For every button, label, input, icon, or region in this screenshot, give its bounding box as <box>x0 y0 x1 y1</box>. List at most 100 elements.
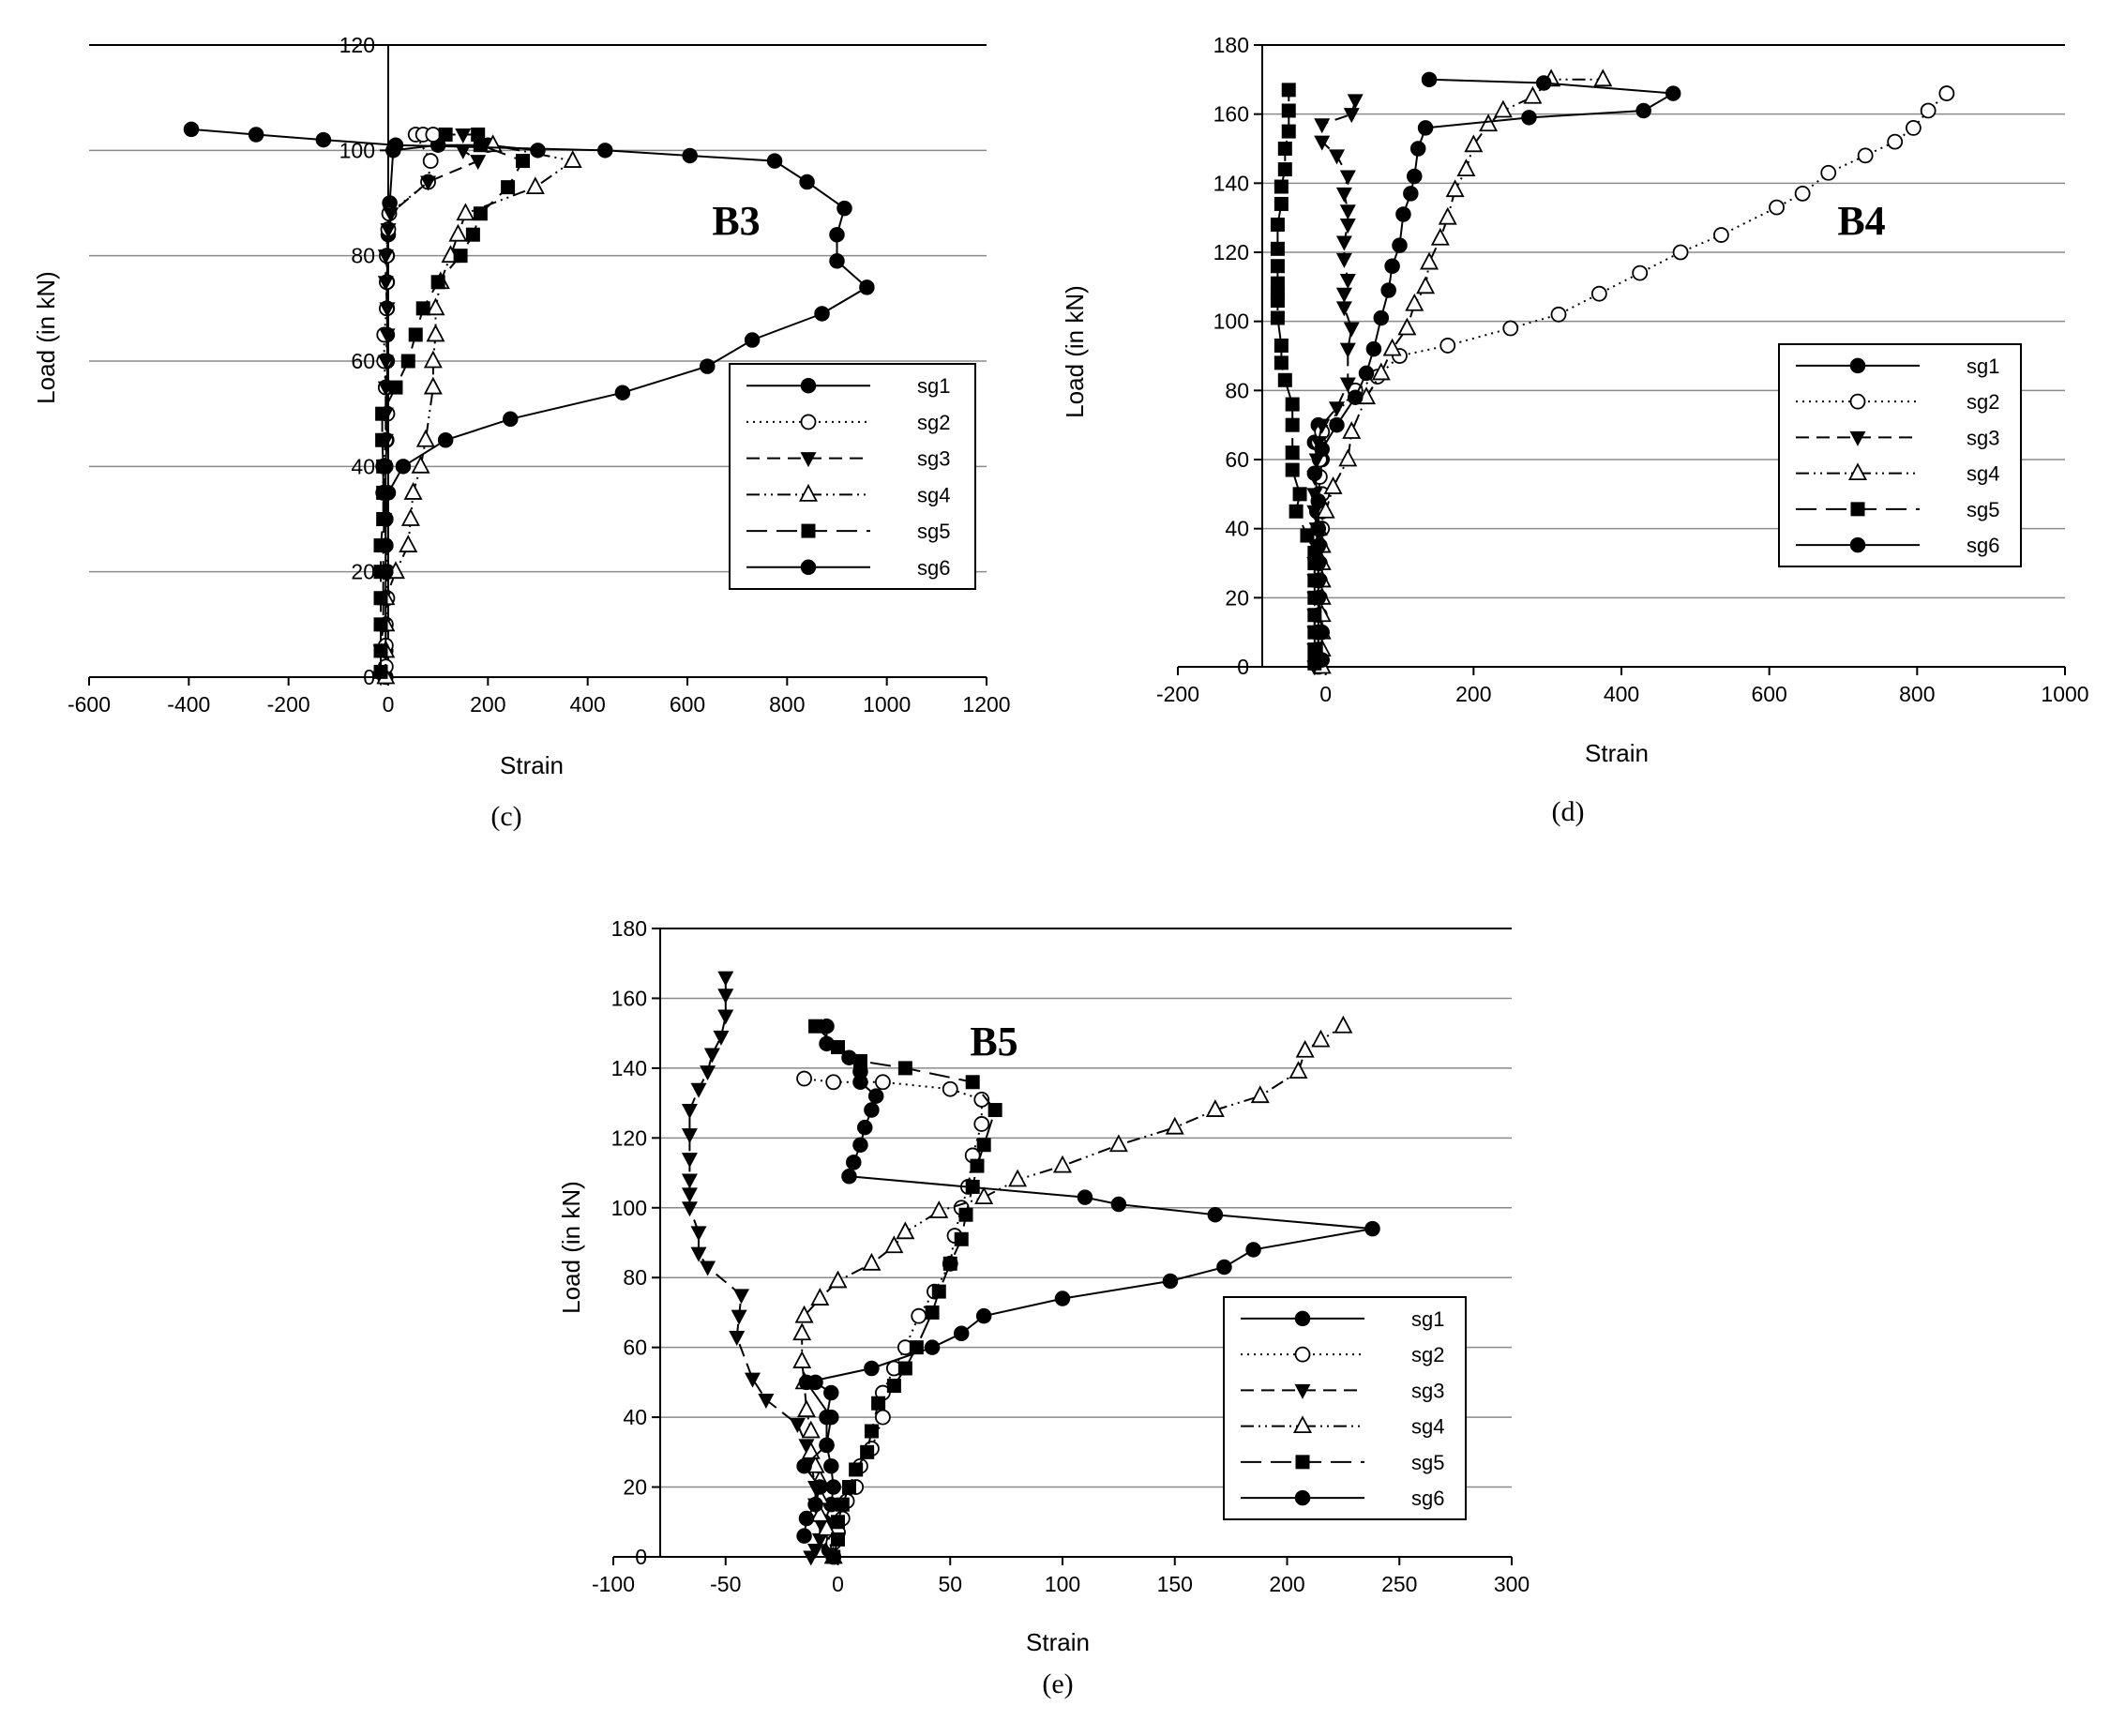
y-tick-label: 160 <box>1213 102 1249 127</box>
data-point-sg2 <box>942 1080 958 1097</box>
data-point-sg2 <box>425 127 442 143</box>
y-tick-label: 0 <box>1237 655 1249 679</box>
data-point-sg3 <box>1343 322 1360 338</box>
data-point-sg5 <box>897 1361 912 1376</box>
chart-title: B4 <box>1837 198 1885 244</box>
data-point-sg5 <box>831 1515 845 1530</box>
data-point-sg5 <box>965 1075 980 1090</box>
data-point-sg6 <box>315 131 332 148</box>
data-point-sg3 <box>789 1418 806 1434</box>
data-point-sg6 <box>248 127 264 143</box>
data-point-sg5 <box>1270 310 1285 325</box>
chart-title: B3 <box>712 198 760 244</box>
data-point-sg4 <box>1430 227 1450 246</box>
data-point-sg4 <box>810 1288 830 1306</box>
y-tick-label: 40 <box>623 1405 647 1429</box>
x-tick-label: -100 <box>592 1572 635 1596</box>
data-point-sg5 <box>373 643 388 658</box>
y-tick-label: 80 <box>351 244 375 268</box>
x-tick-label: 250 <box>1381 1572 1417 1596</box>
data-point-sg4 <box>794 1305 814 1323</box>
legend-label-sg5: sg5 <box>1411 1451 1444 1474</box>
x-tick-label: 400 <box>1604 682 1639 706</box>
data-point-sg5 <box>1270 259 1285 274</box>
data-point-sg6 <box>846 1155 862 1170</box>
legend: sg1 sg2 sg3 sg4 sg5 sg6 <box>729 363 976 590</box>
data-point-sg5 <box>375 406 390 421</box>
data-point-sg5 <box>1270 276 1285 291</box>
data-point-sg4 <box>1323 476 1343 494</box>
data-point-sg6 <box>766 153 783 169</box>
data-point-sg2 <box>1857 147 1874 164</box>
data-point-sg4 <box>801 1420 821 1439</box>
data-point-sg6 <box>1392 237 1408 253</box>
y-tick-label: 40 <box>351 454 375 478</box>
y-tick-label: 20 <box>351 560 375 584</box>
data-point-sg6 <box>1314 624 1330 641</box>
legend-marker-sg5 <box>801 523 816 538</box>
data-point-sg4 <box>1311 1029 1331 1048</box>
x-tick-label: 200 <box>1269 1572 1304 1596</box>
data-point-sg5 <box>1281 83 1296 98</box>
series-line-sg1 <box>384 143 538 677</box>
data-point-sg5 <box>1285 462 1300 477</box>
data-point-sg4 <box>426 324 445 342</box>
data-point-sg3 <box>690 1246 707 1262</box>
data-point-sg6 <box>823 1409 839 1426</box>
data-point-sg3 <box>1339 170 1356 186</box>
legend-marker-sg3 <box>800 452 817 468</box>
legend-marker-sg2 <box>1294 1346 1311 1363</box>
x-tick-label: -400 <box>167 692 210 717</box>
y-tick-label: 0 <box>635 1545 647 1569</box>
data-point-sg6 <box>682 147 698 164</box>
data-point-sg5 <box>471 127 486 142</box>
data-point-sg4 <box>456 203 475 221</box>
data-point-sg6 <box>812 1479 828 1495</box>
legend: sg1 sg2 sg3 sg4 sg5 sg6 <box>1778 343 2022 567</box>
data-point-sg6 <box>859 279 875 295</box>
data-point-sg6 <box>1077 1189 1093 1205</box>
x-tick-label: 0 <box>1319 682 1332 706</box>
series-line-sg6 <box>1313 78 1677 660</box>
y-tick-label: 100 <box>1213 309 1249 334</box>
legend-label-sg2: sg2 <box>917 411 950 434</box>
y-tick-label: 160 <box>611 986 647 1010</box>
data-point-sg4 <box>801 1441 821 1459</box>
data-point-sg2 <box>1769 199 1785 216</box>
data-point-sg6 <box>856 1119 873 1136</box>
x-tick-label: 150 <box>1157 1572 1193 1596</box>
data-point-sg5 <box>415 301 430 316</box>
data-point-sg5 <box>835 1497 850 1512</box>
data-point-sg5 <box>831 1532 845 1547</box>
y-tick-label: 20 <box>1225 585 1249 610</box>
data-point-sg4 <box>896 1221 915 1240</box>
data-point-sg5 <box>864 1424 879 1439</box>
data-point-sg3 <box>1335 287 1352 303</box>
series-sg6 <box>183 121 875 580</box>
series-sg6 <box>1306 71 1681 668</box>
data-point-sg5 <box>954 1231 969 1246</box>
legend-label-sg2: sg2 <box>1411 1343 1444 1366</box>
data-point-sg5 <box>808 1019 823 1034</box>
data-point-sg6 <box>807 1496 823 1513</box>
data-point-sg6 <box>852 1137 868 1154</box>
x-tick-label: 800 <box>1899 682 1935 706</box>
series-sg3 <box>681 971 828 1566</box>
data-point-sg3 <box>1314 418 1331 434</box>
data-point-sg6 <box>1384 258 1400 274</box>
data-point-sg6 <box>1421 71 1438 88</box>
data-point-sg6 <box>814 306 830 322</box>
data-point-sg3 <box>1339 342 1356 358</box>
data-point-sg3 <box>717 971 734 987</box>
data-point-sg6 <box>975 1307 992 1324</box>
data-point-sg6 <box>1310 537 1327 554</box>
data-point-sg6 <box>1380 282 1396 298</box>
data-point-sg4 <box>1420 251 1439 270</box>
data-point-sg5 <box>375 432 390 447</box>
data-point-sg6 <box>744 332 761 348</box>
data-point-sg6 <box>1216 1259 1232 1276</box>
data-point-sg3 <box>1347 94 1364 110</box>
data-point-sg3 <box>717 1009 734 1025</box>
data-point-sg6 <box>378 564 394 580</box>
data-point-sg2 <box>1794 185 1811 202</box>
